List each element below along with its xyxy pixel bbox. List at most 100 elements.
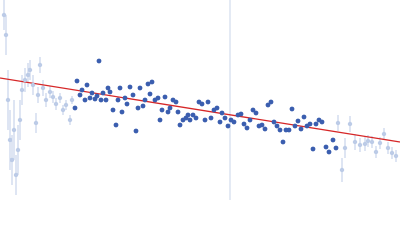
data-point [130,92,136,98]
data-point [280,139,286,145]
data-point [89,90,95,96]
data-point [177,122,183,128]
data-point [313,121,319,127]
data-point [149,79,155,85]
data-point [159,107,165,113]
data-point [122,95,128,101]
data-point [190,112,196,118]
data-point [277,127,283,133]
data-point [289,106,295,112]
data-point [185,112,191,118]
data-point [135,105,141,111]
data-point [217,119,223,125]
data-point [124,101,130,107]
data-point [82,97,88,103]
data-point [193,115,199,121]
data-point [202,117,208,123]
data-point [259,122,265,128]
data-point [307,121,313,127]
data-point [393,153,399,159]
data-point [241,121,247,127]
data-point [142,97,148,103]
data-point [105,85,111,91]
data-point [69,97,75,103]
data-point [113,122,119,128]
data-point [103,97,109,103]
data-point [17,117,23,123]
data-point [271,119,277,125]
data-point [27,67,33,73]
data-point [157,117,163,123]
data-point [352,139,358,145]
data-point [72,105,78,111]
data-point [175,109,181,115]
data-point [373,149,379,155]
data-point [98,97,104,103]
data-point [265,102,271,108]
data-point [381,131,387,137]
data-point [389,150,395,156]
chart [0,0,400,200]
data-point [369,139,375,145]
data-point [140,103,146,109]
data-point [292,123,298,129]
data-point [214,105,220,111]
data-point [298,126,304,132]
data-point [250,107,256,113]
data-point [295,118,301,124]
data-point [15,147,21,153]
data-point [231,119,237,125]
data-point [247,117,253,123]
data-point [323,144,329,150]
data-point [145,81,151,87]
data-point [357,142,363,148]
data-point [253,110,259,116]
data-point [119,109,125,115]
data-point [79,87,85,93]
data-point [30,82,36,88]
data-point [342,145,348,151]
data-point [63,102,69,108]
data-point [11,127,17,133]
data-point [199,101,205,107]
data-point [162,94,168,100]
data-point [43,97,49,103]
data-point [335,120,341,126]
data-point [310,146,316,152]
data-point [137,85,143,91]
data-point [244,125,250,131]
data-point [377,140,383,146]
data-point [37,62,43,68]
data-point [19,87,25,93]
data-point [301,114,307,120]
data-point [222,115,228,121]
data-point [133,128,139,134]
data-point [365,138,371,144]
data-point [33,120,39,126]
data-point [127,84,133,90]
data-point [187,117,193,123]
data-point [385,145,391,151]
data-point [77,92,83,98]
data-point [205,99,211,105]
data-point [117,85,123,91]
data-point [57,95,63,101]
data-point [25,72,31,78]
data-point [87,95,93,101]
fit-line [0,77,400,143]
data-point [5,97,11,103]
data-point [333,145,339,151]
data-point [173,99,179,105]
data-point [94,93,100,99]
data-point [50,94,56,100]
data-point [60,107,66,113]
data-point [330,137,336,143]
data-point [339,167,345,173]
data-point [9,157,15,163]
data-point [13,172,19,178]
data-point [1,12,7,18]
data-point [319,119,325,125]
data-point [219,110,225,116]
data-point [362,141,368,147]
data-point [238,111,244,117]
